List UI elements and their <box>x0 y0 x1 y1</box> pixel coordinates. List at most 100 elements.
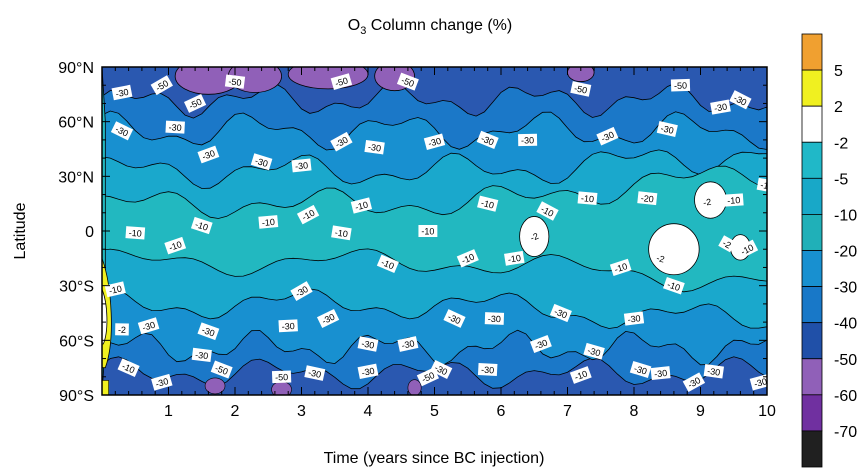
contour-label: -10 <box>418 225 438 237</box>
contour-label: -10 <box>569 366 592 384</box>
colorbar-swatch <box>801 105 823 143</box>
svg-text:-10: -10 <box>108 283 123 296</box>
contour-label: -30 <box>656 121 678 137</box>
contour-label: -30 <box>710 99 731 115</box>
contour-label: -10 <box>164 236 187 255</box>
svg-text:-30: -30 <box>586 345 601 358</box>
x-axis: 1 2 3 4 5 6 7 8 9 10 <box>101 67 776 420</box>
svg-text:-30: -30 <box>295 160 309 171</box>
svg-text:-30: -30 <box>660 123 675 136</box>
contour-label: -30 <box>397 336 419 352</box>
svg-text:-30: -30 <box>154 376 169 389</box>
svg-text:-50: -50 <box>674 80 687 90</box>
contour-label: -2 <box>718 235 736 253</box>
svg-text:-30: -30 <box>254 156 269 169</box>
contour-label: -30 <box>749 373 767 391</box>
contour-label: -50 <box>570 81 592 97</box>
contour-label: -2 <box>115 323 129 336</box>
svg-text:-10: -10 <box>760 180 775 192</box>
contour-label: -30 <box>357 363 379 379</box>
svg-text:-10: -10 <box>727 195 741 206</box>
contour-label: -10 <box>350 197 373 214</box>
svg-text:-30: -30 <box>553 306 569 320</box>
svg-text:-30: -30 <box>361 338 376 350</box>
colorbar-label: -20 <box>834 244 857 261</box>
y-axis-label: Latitude <box>12 202 29 259</box>
svg-text:-10: -10 <box>128 228 142 239</box>
y-tick-label: 90°S <box>59 388 94 405</box>
contour-label: -30 <box>197 322 220 341</box>
contour-label: -10 <box>376 254 399 274</box>
contour-label: -10 <box>609 258 632 277</box>
contour-label: -30 <box>729 90 752 110</box>
svg-text:-30: -30 <box>633 363 648 376</box>
contour-label: -30 <box>191 347 212 363</box>
title-rest: Column change (%) <box>366 17 512 34</box>
contour-label: -30 <box>650 366 671 381</box>
svg-text:-30: -30 <box>361 366 376 378</box>
svg-text:-2: -2 <box>529 231 540 243</box>
colorbar-swatch <box>801 141 823 179</box>
contour-label: -50 <box>183 93 207 113</box>
contour-label: -30 <box>443 309 466 328</box>
contour-label: -20 <box>637 191 658 206</box>
colorbar-swatch <box>801 177 823 215</box>
x-tick-label: 4 <box>364 403 373 420</box>
y-tick-label: 90°N <box>58 60 94 77</box>
contour-label: -30 <box>278 319 298 333</box>
colorbar-label: -40 <box>834 316 857 333</box>
colorbar-swatch <box>801 69 823 107</box>
contour-label: -10 <box>477 195 499 212</box>
svg-text:-10: -10 <box>666 279 682 293</box>
contour-label: -30 <box>583 342 605 360</box>
contour-fill-layer <box>102 67 767 395</box>
svg-text:-50: -50 <box>187 97 203 112</box>
contour-label: -30 <box>682 372 706 393</box>
svg-text:-50: -50 <box>334 75 349 88</box>
contour-label: -30 <box>357 336 379 352</box>
x-tick-label: 1 <box>164 403 173 420</box>
svg-text:-50: -50 <box>275 372 288 382</box>
colorbar-label: -5 <box>834 171 848 188</box>
svg-text:-10: -10 <box>573 369 589 383</box>
svg-text:-2: -2 <box>655 253 665 265</box>
purple-south-0 <box>204 377 226 395</box>
contour-labels-layer: -50 -50 -50 -50 -50-50-50-30-30 -30-30-30 -30-… <box>104 72 775 393</box>
contour-label: -2 <box>525 228 543 245</box>
svg-text:-10: -10 <box>120 361 136 375</box>
contour-label: -30 <box>430 359 453 380</box>
colorbar-swatch <box>801 250 823 287</box>
contour-label: -30 <box>330 131 353 152</box>
yellow-corner <box>102 380 109 395</box>
svg-text:-30: -30 <box>707 366 721 378</box>
contour-label: -50 <box>396 72 419 91</box>
contour-label: -30 <box>290 281 313 302</box>
contour-label: -10 <box>577 191 598 206</box>
y-tick-label: 60°N <box>58 115 94 132</box>
contour-label: -30 <box>316 308 340 329</box>
white-patch-edge <box>102 289 108 345</box>
contour-label: -10 <box>331 225 352 241</box>
contour-label: -30 <box>623 311 645 326</box>
contour-label: -30 <box>111 84 133 101</box>
contour-label: -30 <box>250 153 273 171</box>
svg-text:O3 Column change (%): O3 Column change (%) <box>348 17 512 37</box>
svg-text:-30: -30 <box>195 350 209 362</box>
svg-text:-50: -50 <box>400 75 416 89</box>
contour-label: -10 <box>504 250 525 266</box>
svg-text:-30: -30 <box>488 314 501 324</box>
contour-label: -30 <box>304 365 326 381</box>
colorbar-label: -30 <box>834 280 857 297</box>
colorbar-label: 5 <box>834 63 843 80</box>
svg-text:-2: -2 <box>118 325 126 335</box>
contour-label: -30 <box>703 364 724 379</box>
svg-text:-30: -30 <box>427 136 442 149</box>
contour-label: -10 <box>104 281 126 298</box>
contour-label: -30 <box>529 335 552 353</box>
svg-text:-10: -10 <box>194 219 209 233</box>
contour-label: -10 <box>117 358 140 378</box>
svg-text:-30: -30 <box>480 133 496 147</box>
contour-label: -30 <box>110 121 134 141</box>
colorbar-label: 2 <box>834 99 843 116</box>
